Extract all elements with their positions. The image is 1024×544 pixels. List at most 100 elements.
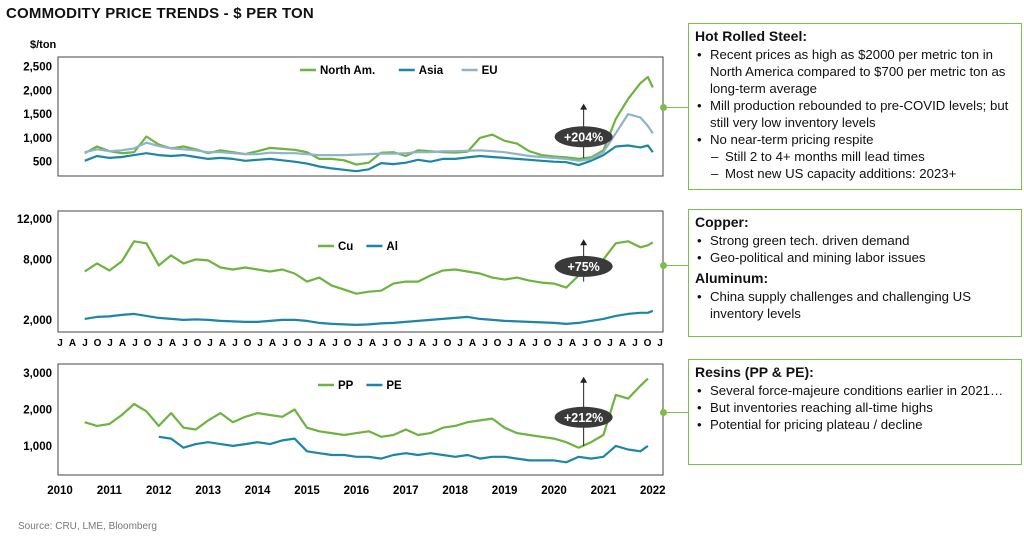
x-month-label: J <box>82 338 88 349</box>
y-tick-label: 2,000 <box>23 315 52 327</box>
x-month-label: J <box>57 338 63 349</box>
panel-resins-heading: Resins (PP & PE): <box>695 364 814 380</box>
x-month-label: A <box>519 338 526 349</box>
x-month-label: O <box>294 338 302 349</box>
plot-frame <box>57 210 664 333</box>
x-month-label: O <box>244 338 252 349</box>
y-tick-label: 12,000 <box>17 214 52 226</box>
bullet-resins-1: Several force-majeure conditions earlier… <box>695 382 1015 399</box>
bullet-steel-3: No near-term pricing respite <box>695 131 1015 148</box>
x-month-label: J <box>382 338 388 349</box>
x-tick-label: 2013 <box>195 485 221 497</box>
panel-resins: Resins (PP & PE): Several force-majeure … <box>688 359 1022 465</box>
x-tick-label: 2020 <box>541 485 567 497</box>
x-month-label: O <box>394 338 402 349</box>
series-line-north-am- <box>84 75 654 166</box>
x-month-label: O <box>544 338 552 349</box>
x-month-label: A <box>619 338 626 349</box>
x-month-label: J <box>232 338 238 349</box>
bullet-copper-2: Geo-political and mining labor issues <box>695 249 1015 266</box>
y-tick-label: 2,500 <box>23 62 52 74</box>
plot-frame <box>57 363 664 476</box>
x-month-label: A <box>319 338 326 349</box>
x-month-label: J <box>257 338 263 349</box>
x-month-label: A <box>419 338 426 349</box>
panel-steel: Hot Rolled Steel: Recent prices as high … <box>688 23 1022 190</box>
series-line-eu <box>84 112 654 162</box>
panel-resins-list: Several force-majeure conditions earlier… <box>695 382 1015 433</box>
x-tick-label: 2012 <box>146 485 172 497</box>
connector-line-steel <box>663 107 689 108</box>
x-month-label: J <box>432 338 438 349</box>
y-tick-label: 2,000 <box>23 404 52 416</box>
connector-dot-copper <box>660 262 667 269</box>
legend-label: EU <box>482 65 498 77</box>
x-month-label: O <box>444 338 452 349</box>
x-month-label: O <box>94 338 102 349</box>
bullet-steel-2: Mill production rebounded to pre-COVID l… <box>695 97 1015 131</box>
y-tick-label: 8,000 <box>23 254 52 266</box>
bullet-steel-4: Still 2 to 4+ months mill lead times <box>695 148 1015 165</box>
page-title: COMMODITY PRICE TRENDS - $ PER TON <box>6 5 314 22</box>
annotation-arrowhead <box>580 376 588 383</box>
legend-label: North Am. <box>320 65 375 77</box>
x-month-label: A <box>169 338 176 349</box>
y-tick-label: 1,000 <box>23 441 52 453</box>
x-month-label: J <box>107 338 113 349</box>
panel-steel-heading: Hot Rolled Steel: <box>695 28 808 44</box>
x-month-label: J <box>632 338 638 349</box>
x-tick-label: 2014 <box>245 485 271 497</box>
bullet-steel-1: Recent prices as high as $2000 per metri… <box>695 46 1015 97</box>
bullet-aluminum-1: China supply challenges and challenging … <box>695 288 1015 322</box>
chart-3: 3,000 2,000 1,000 PP PE +212% 2010 2011 2012 2013… <box>23 363 666 497</box>
annotation-badge <box>554 126 613 148</box>
legend-label: PP <box>338 380 354 392</box>
series-line-pe <box>158 435 649 464</box>
x-tick-label: 2015 <box>294 485 320 497</box>
panel-copper-heading: Copper: <box>695 214 749 230</box>
x-month-label: J <box>182 338 188 349</box>
x-month-label: J <box>407 338 413 349</box>
legend-label: Asia <box>419 65 444 77</box>
chart-1: $/ton 2,500 2,000 1,500 1,000 500 North Am. Asi… <box>23 39 664 177</box>
x-month-label: A <box>469 338 476 349</box>
series-line-cu <box>84 240 654 295</box>
y-axis-label: $/ton <box>30 39 57 51</box>
series-line-al <box>84 309 654 326</box>
y-tick-label: 3,000 <box>23 368 52 380</box>
y-tick-label: 1,500 <box>23 109 52 121</box>
x-tick-label: 2016 <box>344 485 370 497</box>
connector-dot-resins <box>660 409 667 416</box>
y-tick-label: 500 <box>33 157 52 169</box>
x-month-label: A <box>69 338 76 349</box>
annotation-label: +75% <box>567 260 599 274</box>
plot-frame <box>57 56 664 177</box>
x-month-label: J <box>132 338 138 349</box>
x-month-label: J <box>332 338 338 349</box>
bullet-steel-5: Most new US capacity additions: 2023+ <box>695 165 1015 182</box>
x-month-label: J <box>207 338 213 349</box>
annotation-arrowhead <box>580 239 588 246</box>
x-month-label: O <box>494 338 502 349</box>
x-month-label: J <box>157 338 163 349</box>
x-month-label: J <box>532 338 538 349</box>
connector-line-resins <box>663 412 689 413</box>
x-month-label: O <box>344 338 352 349</box>
x-month-label: J <box>607 338 613 349</box>
connector-line-copper <box>663 265 689 266</box>
bullet-resins-2: But inventories reaching all-time highs <box>695 399 1015 416</box>
y-tick-label: 2,000 <box>23 85 52 97</box>
x-month-label: J <box>657 338 663 349</box>
x-tick-label: 2018 <box>442 485 468 497</box>
panel-metals: Copper: Strong green tech. driven demand… <box>688 209 1022 337</box>
panel-copper-list: Strong green tech. driven demand Geo-pol… <box>695 232 1015 266</box>
x-month-label: O <box>594 338 602 349</box>
x-month-label: A <box>219 338 226 349</box>
series-line-pp <box>84 377 649 449</box>
annotation-arrowhead <box>580 103 588 110</box>
x-month-label: O <box>144 338 152 349</box>
x-tick-label: 2022 <box>640 485 666 497</box>
annotation-badge <box>554 406 613 428</box>
x-month-label: J <box>582 338 588 349</box>
x-month-label: J <box>457 338 463 349</box>
